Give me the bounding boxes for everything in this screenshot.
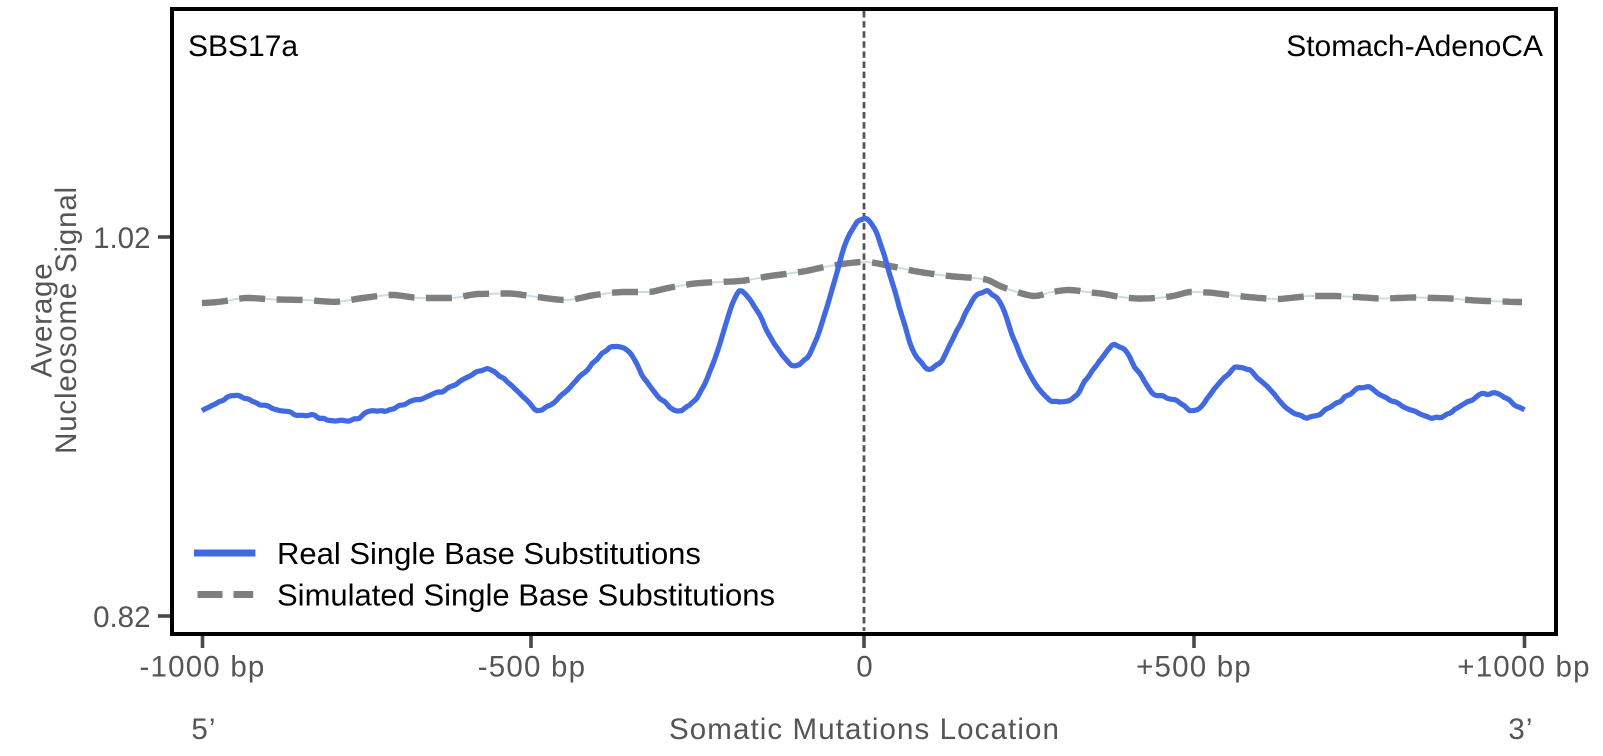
svg-text:Stomach-AdenoCA: Stomach-AdenoCA [1286, 30, 1543, 63]
svg-text:-1000 bp: -1000 bp [139, 651, 265, 684]
svg-text:3’: 3’ [1508, 713, 1533, 746]
svg-text:Average: Average [26, 263, 59, 378]
svg-text:5’: 5’ [191, 713, 216, 746]
svg-text:+1000 bp: +1000 bp [1457, 651, 1590, 684]
svg-text:Somatic Mutations Location: Somatic Mutations Location [669, 713, 1060, 746]
svg-text:0.82: 0.82 [93, 601, 150, 634]
svg-text:1.02: 1.02 [93, 222, 150, 255]
svg-text:Nucleosome Signal: Nucleosome Signal [50, 186, 83, 454]
svg-text:SBS17a: SBS17a [188, 30, 298, 63]
svg-text:-500 bp: -500 bp [478, 651, 586, 684]
svg-text:Real Single Base Substitutions: Real Single Base Substitutions [277, 536, 701, 571]
svg-text:+500 bp: +500 bp [1136, 651, 1252, 684]
svg-text:Simulated Single Base Substitu: Simulated Single Base Substitutions [277, 578, 775, 613]
svg-text:0: 0 [856, 651, 874, 684]
